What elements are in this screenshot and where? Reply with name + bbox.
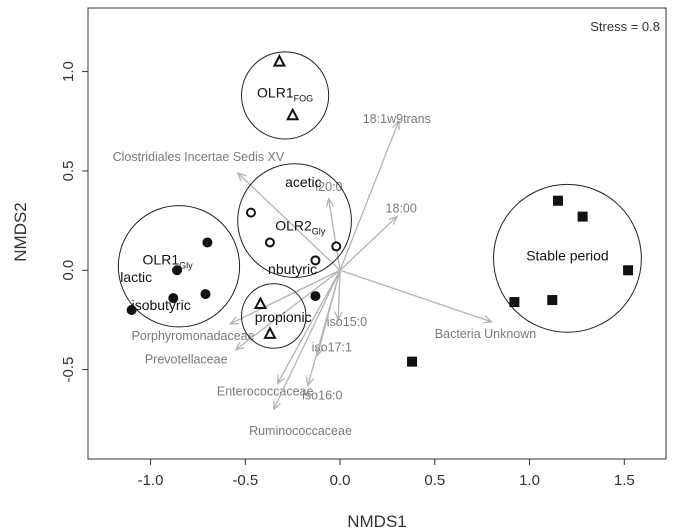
group-ellipse xyxy=(241,283,307,349)
vector-arrow xyxy=(339,121,399,271)
vector-label: i20:0 xyxy=(315,180,342,194)
data-point-open-circle xyxy=(245,207,256,218)
vector-arrow xyxy=(230,269,341,324)
data-point-triangle xyxy=(263,326,277,339)
group-circles-layer xyxy=(117,51,642,349)
data-point-filled-circle xyxy=(200,289,211,300)
vector-label: Bacteria Unknown xyxy=(435,327,536,341)
group-ellipse xyxy=(117,205,241,328)
x-axis: -1.0 -0.5 0.0 0.5 1.0 1.5 xyxy=(138,459,635,489)
data-point-square xyxy=(509,297,520,308)
data-point-open-circle xyxy=(331,241,342,252)
data-point-square xyxy=(407,356,418,367)
group-ellipse xyxy=(493,183,642,333)
plot-frame xyxy=(87,7,667,460)
data-point-square xyxy=(547,295,558,306)
group-label-name: OLR2 xyxy=(275,218,312,234)
data-point-filled-circle xyxy=(310,291,321,302)
group-ellipse xyxy=(237,163,352,278)
data-point-filled-circle xyxy=(126,304,137,315)
vector-arrow xyxy=(338,270,340,320)
vector-arrow xyxy=(278,269,341,383)
vector-label: iso17:1 xyxy=(312,341,352,355)
vector-label: 18:00 xyxy=(386,202,417,216)
vector-arrow xyxy=(236,269,341,349)
vector-label: 18:1w9trans xyxy=(363,112,431,126)
x-tick-label: 1.5 xyxy=(614,472,635,489)
vector-arrow xyxy=(329,199,341,271)
data-point-square xyxy=(623,265,634,276)
x-tick-label: -0.5 xyxy=(232,472,258,489)
vfa-label: nbutyric xyxy=(268,261,317,277)
vector-label: Ruminococcaceae xyxy=(249,424,352,438)
y-tick-label: 0.0 xyxy=(60,260,77,281)
x-tick-label: 0.0 xyxy=(330,472,351,489)
x-axis-label: NMDS1 xyxy=(347,512,407,531)
vector-label: Clostridiales Incertae Sedis XV xyxy=(113,150,285,164)
stress-annotation: Stress = 0.8 xyxy=(590,19,660,34)
group-label-name: OLR1 xyxy=(257,84,294,100)
vfa-label: acetic xyxy=(285,174,322,190)
data-point-open-circle xyxy=(310,255,321,266)
data-point-open-circle xyxy=(264,237,275,248)
group-label-name: OLR1 xyxy=(143,251,180,267)
vector-arrow xyxy=(339,269,492,322)
y-axis: -0.5 0.0 0.5 1.0 xyxy=(60,61,88,383)
vector-label: Enterococcaceae xyxy=(217,384,314,398)
vector-arrow xyxy=(339,217,397,271)
data-point-filled-circle xyxy=(202,237,213,248)
y-tick-label: 1.0 xyxy=(60,61,77,82)
data-point-triangle xyxy=(253,296,268,310)
vector-arrow xyxy=(308,270,341,385)
x-tick-label: 0.5 xyxy=(424,472,445,489)
y-tick-label: 0.5 xyxy=(60,160,77,181)
vector-label: iso15:0 xyxy=(327,315,367,329)
group-label: OLR1Gly xyxy=(143,251,194,270)
x-tick-label: -1.0 xyxy=(138,472,164,489)
data-point-square xyxy=(577,211,588,222)
vector-label: Prevotellaceae xyxy=(145,353,228,367)
vector-arrow xyxy=(238,173,341,271)
group-label-subscript: Gly xyxy=(179,260,193,270)
vector-label: iso16:0 xyxy=(302,388,342,402)
data-point-triangle xyxy=(272,53,287,67)
vfa-label: lactic xyxy=(120,269,152,285)
data-point-square xyxy=(552,195,563,206)
vector-arrow xyxy=(274,269,341,409)
data-point-filled-circle xyxy=(168,293,179,304)
vector-label: Porphyromonadaceae xyxy=(132,329,255,343)
group-label-name: Stable period xyxy=(526,247,609,263)
vfa-label: isobutyric xyxy=(132,297,191,313)
group-label-subscript: Gly xyxy=(312,227,326,237)
vfa-label: propionic xyxy=(255,309,312,325)
x-tick-label: 1.0 xyxy=(519,472,540,489)
group-label: Stable period xyxy=(526,247,609,263)
group-ellipse xyxy=(241,51,330,140)
data-point-triangle xyxy=(286,107,300,121)
group-label: OLR1FOG xyxy=(257,84,313,103)
group-label-subscript: FOG xyxy=(294,93,314,103)
data-point-filled-circle xyxy=(172,265,183,276)
group-label: OLR2Gly xyxy=(275,218,326,237)
y-axis-label: NMDS2 xyxy=(11,202,30,262)
y-tick-label: -0.5 xyxy=(60,357,77,383)
points-layer xyxy=(126,53,634,367)
vectors-layer: 18:1w9trans Clostridiales Incertae Sedis … xyxy=(113,112,537,438)
